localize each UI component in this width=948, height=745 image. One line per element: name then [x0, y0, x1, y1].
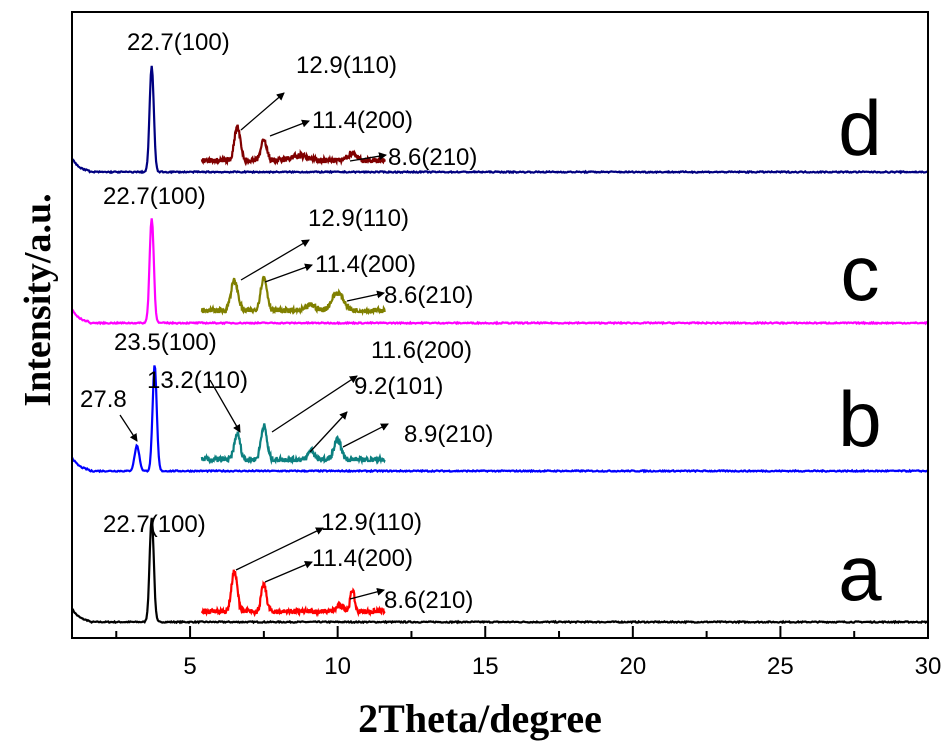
- annotation-d-210: 8.6(210): [388, 144, 477, 171]
- annotation-a-main: 22.7(100): [103, 511, 206, 538]
- pattern-b-curve: [70, 365, 928, 474]
- annotation-c-200: 11.4(200): [315, 251, 416, 278]
- annotation-arrow: [264, 263, 313, 283]
- annotation-arrow: [240, 92, 285, 131]
- x-axis-label: 2Theta/degree: [358, 696, 602, 741]
- annotation-d-200: 11.4(200): [312, 107, 413, 134]
- annotation-arrow: [349, 152, 387, 162]
- curve-label-a: a: [838, 529, 882, 617]
- plot-frame: [71, 11, 929, 639]
- pattern-a-inset-curve: [200, 569, 386, 618]
- annotation-arrow: [264, 561, 313, 583]
- annotation-b-200: 11.6(200): [371, 337, 472, 364]
- curves-layer: [70, 65, 929, 625]
- annotation-d-main: 22.7(100): [127, 29, 230, 56]
- annotation-arrow: [271, 375, 358, 433]
- annotation-a-110: 12.9(110): [321, 509, 422, 536]
- curve-label-c: c: [841, 229, 880, 317]
- annotation-arrow: [209, 379, 241, 433]
- annotation-arrow: [309, 411, 348, 453]
- pattern-d-inset-curve: [200, 124, 386, 167]
- pattern-d-curve: [71, 65, 928, 175]
- x-axis: 5 10 15 20 25 30: [115, 626, 942, 680]
- annotations-layer: 22.7(100) 12.9(110) 11.4(200) 8.6(210) 23.5(…: [80, 29, 493, 614]
- x-tick-label: 30: [915, 653, 942, 680]
- annotation-b-101: 9.2(101): [354, 373, 443, 400]
- annotation-a-210: 8.6(210): [384, 587, 473, 614]
- annotation-arrow: [269, 119, 310, 137]
- x-tick-label: 10: [324, 653, 351, 680]
- annotation-c-110: 12.9(110): [308, 205, 409, 232]
- pattern-c-inset-curve: [200, 275, 386, 317]
- pattern-c-curve: [71, 218, 929, 326]
- annotation-arrow: [240, 239, 310, 281]
- annotation-arrow: [346, 290, 385, 302]
- annotation-d-110: 12.9(110): [296, 52, 397, 79]
- x-tick-label: 20: [619, 653, 646, 680]
- x-tick-label: 15: [472, 653, 499, 680]
- pattern-b-inset-curve: [200, 423, 386, 466]
- annotation-c-main: 22.7(100): [103, 183, 206, 210]
- annotation-c-210: 8.6(210): [384, 282, 473, 309]
- annotation-arrow: [349, 587, 385, 600]
- annotation-arrow: [119, 414, 138, 442]
- x-tick-label: 5: [183, 653, 196, 680]
- annotation-b-278: 27.8: [80, 386, 127, 413]
- annotation-arrow: [342, 423, 389, 448]
- curve-label-d: d: [838, 84, 881, 172]
- y-axis-label: Intensity/a.u.: [17, 193, 59, 406]
- annotation-a-200: 11.4(200): [312, 545, 413, 572]
- pattern-a-curve: [71, 517, 928, 625]
- annotation-b-110: 13.2(110): [147, 367, 248, 394]
- x-tick-label: 25: [767, 653, 794, 680]
- annotation-b-main: 23.5(100): [114, 329, 217, 356]
- annotation-b-210: 8.9(210): [404, 421, 493, 448]
- annotation-arrow: [235, 527, 324, 571]
- curve-label-b: b: [838, 375, 881, 463]
